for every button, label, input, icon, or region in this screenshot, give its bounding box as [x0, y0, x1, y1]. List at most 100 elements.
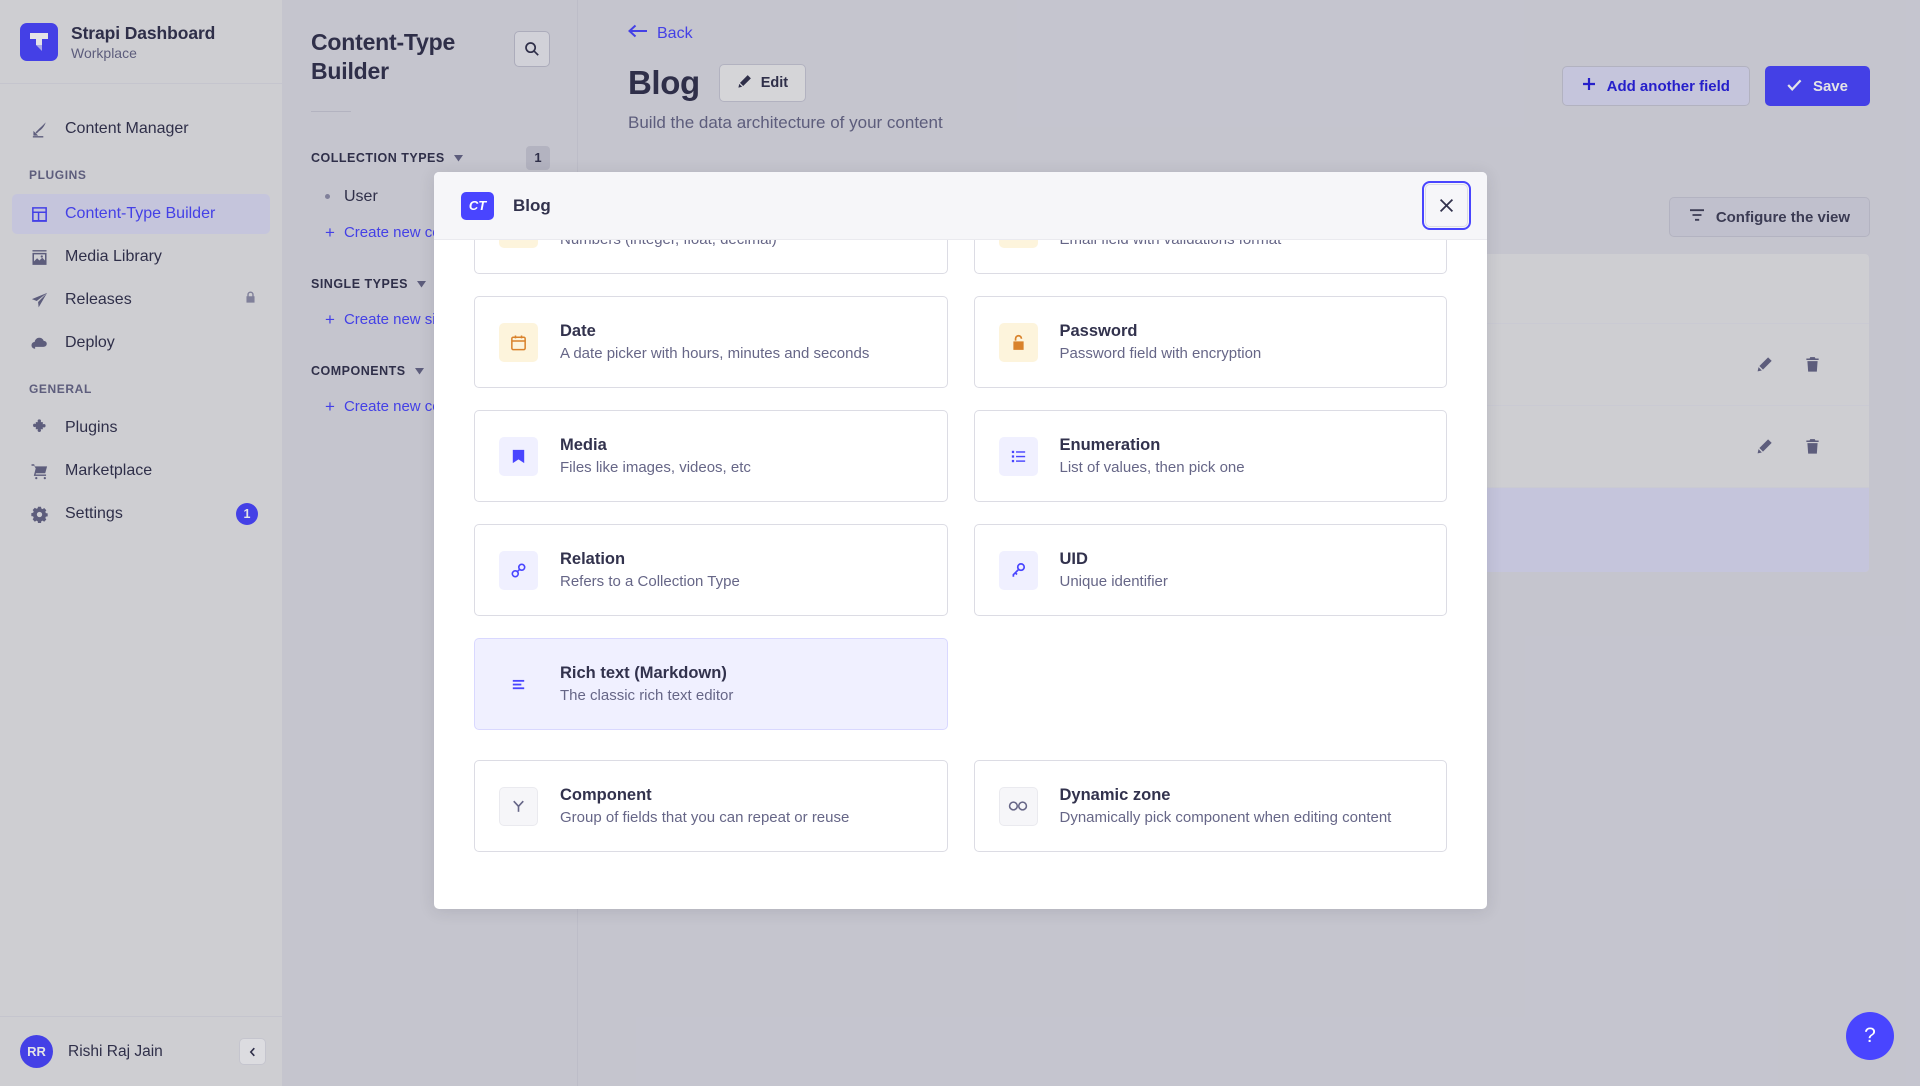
group-title: COMPONENTS	[311, 363, 406, 378]
field-type-desc: Email field with validations format	[1060, 240, 1282, 248]
image-icon	[29, 247, 49, 267]
sidebar-section-general-label: GENERAL	[29, 382, 92, 396]
media-image-icon	[499, 436, 538, 476]
help-label: ?	[1864, 1024, 1876, 1047]
field-type-name: Enumeration	[1059, 436, 1161, 454]
field-type-desc: Group of fields that you can repeat or r…	[560, 809, 850, 826]
cloud-icon	[29, 333, 49, 353]
settings-badge: 1	[236, 503, 258, 525]
sidebar-item-plugins[interactable]: Plugins	[12, 408, 270, 448]
plus-icon: +	[325, 222, 335, 242]
shopping-cart-icon	[29, 461, 49, 481]
field-type-card-email[interactable]: Email Email field with validations forma…	[973, 240, 1447, 274]
user-profile-row[interactable]: RR Rishi Raj Jain	[0, 1016, 282, 1086]
brand-header[interactable]: Strapi Dashboard Workplace	[0, 0, 282, 84]
plus-icon	[1582, 77, 1596, 95]
select-field-type-modal: CT Blog 123 Number Numbers (integer, flo…	[434, 172, 1487, 909]
edit-button[interactable]: Edit	[718, 64, 807, 102]
chevron-left-icon[interactable]	[239, 1038, 266, 1065]
list-item[interactable]: User	[311, 170, 550, 206]
text-lines-icon	[499, 664, 538, 704]
save-button[interactable]: Save	[1764, 66, 1870, 106]
trash-icon[interactable]	[1801, 436, 1823, 458]
caret-down-icon[interactable]	[417, 275, 426, 293]
modal-body: 123 Number Numbers (integer, float, deci…	[434, 240, 1487, 909]
link-chain-icon	[499, 550, 538, 590]
pencil-icon[interactable]	[1753, 354, 1775, 376]
field-type-card-date[interactable]: Date A date picker with hours, minutes a…	[474, 296, 948, 388]
group-header-components[interactable]: COMPONENTS	[311, 328, 550, 380]
configure-label: Configure the view	[1715, 208, 1850, 226]
help-button[interactable]: ?	[1846, 1012, 1894, 1060]
field-type-name: Component	[560, 786, 652, 804]
sidebar-item-label: Deploy	[65, 334, 115, 351]
field-type-card-uid[interactable]: UID Unique identifier	[973, 524, 1447, 616]
sidebar-item-marketplace[interactable]: Marketplace	[12, 451, 270, 491]
field-type-name: Password	[1059, 322, 1138, 340]
avatar: RR	[20, 1035, 53, 1068]
close-icon[interactable]	[1422, 181, 1471, 230]
sidebar-item-media-library[interactable]: Media Library	[12, 237, 270, 277]
at-sign-icon	[998, 240, 1038, 248]
field-type-name: UID	[1059, 550, 1088, 568]
divider	[311, 110, 351, 112]
bullet-icon	[325, 194, 330, 200]
field-type-name: Dynamic zone	[1059, 786, 1171, 804]
check-icon	[1787, 78, 1802, 95]
list-item-label: User	[344, 187, 378, 205]
configure-the-view-button[interactable]: Configure the view	[1668, 197, 1870, 237]
sidebar-item-label: Plugins	[65, 419, 118, 436]
field-type-name: Media	[560, 436, 607, 454]
sidebar-item-label: Content-Type Builder	[65, 205, 216, 222]
key-icon	[998, 550, 1038, 590]
field-type-card-number[interactable]: 123 Number Numbers (integer, float, deci…	[474, 240, 948, 274]
add-another-field-button[interactable]: Add another field	[1561, 66, 1750, 106]
advanced-field-types-grid: Component Group of fields that you can r…	[474, 760, 1447, 852]
field-type-desc: List of values, then pick one	[1059, 459, 1245, 476]
panel-title: Content-Type Builder	[311, 29, 456, 85]
sidebar-item-label: Marketplace	[65, 462, 153, 479]
field-type-name: Relation	[560, 550, 626, 568]
sliders-icon	[1689, 208, 1705, 226]
sidebar-item-settings[interactable]: Settings 1	[12, 494, 270, 534]
group-count: 1	[526, 145, 550, 170]
sidebar: Strapi Dashboard Workplace Content Manag…	[0, 0, 283, 1086]
caret-down-icon[interactable]	[453, 149, 463, 167]
branch-icon	[499, 786, 538, 826]
sidebar-item-releases[interactable]: Releases	[12, 280, 270, 320]
group-title: COLLECTION TYPES	[311, 150, 445, 165]
plus-icon: +	[325, 309, 335, 329]
header-actions: Add another field Save	[1561, 66, 1870, 106]
brand-title: Strapi Dashboard	[71, 22, 216, 43]
field-type-card-password[interactable]: Password Password field with encryption	[973, 296, 1447, 388]
grid-empty-slot	[974, 638, 1448, 730]
field-type-card-media[interactable]: Media Files like images, videos, etc	[474, 410, 948, 502]
trash-icon[interactable]	[1801, 354, 1823, 376]
field-type-desc: The classic rich text editor	[560, 687, 734, 704]
caret-down-icon[interactable]	[414, 362, 424, 380]
group-header-collection-types[interactable]: COLLECTION TYPES 1	[311, 112, 550, 170]
paper-plane-icon	[29, 290, 49, 310]
modal-header: CT Blog	[434, 172, 1487, 240]
sidebar-item-content-type-builder[interactable]: Content-Type Builder	[12, 194, 270, 234]
sidebar-item-content-manager[interactable]: Content Manager	[12, 109, 270, 149]
brand-subtitle: Workplace	[71, 44, 137, 61]
field-type-name: Rich text (Markdown)	[560, 664, 727, 682]
field-type-card-dynamic-zone[interactable]: Dynamic zone Dynamically pick component …	[973, 760, 1447, 852]
pencil-icon[interactable]	[1753, 436, 1775, 458]
field-type-card-relation[interactable]: Relation Refers to a Collection Type	[474, 524, 948, 616]
sidebar-nav: Content Manager PLUGINS Content-Type Bui…	[0, 84, 282, 1016]
search-icon[interactable]	[514, 31, 550, 67]
back-link[interactable]: Back	[628, 24, 693, 43]
layout-grid-icon	[29, 204, 49, 224]
field-type-desc: Files like images, videos, etc	[560, 459, 751, 476]
infinity-icon	[998, 786, 1038, 826]
field-type-card-enumeration[interactable]: Enumeration List of values, then pick on…	[973, 410, 1447, 502]
field-type-card-component[interactable]: Component Group of fields that you can r…	[474, 760, 948, 852]
group-header-single-types[interactable]: SINGLE TYPES	[311, 241, 550, 293]
field-type-card-rich-text-markdown[interactable]: Rich text (Markdown) The classic rich te…	[474, 638, 948, 730]
page-title: Blog	[628, 64, 700, 101]
sidebar-item-deploy[interactable]: Deploy	[12, 323, 270, 363]
field-type-desc: Dynamically pick component when editing …	[1059, 809, 1392, 826]
